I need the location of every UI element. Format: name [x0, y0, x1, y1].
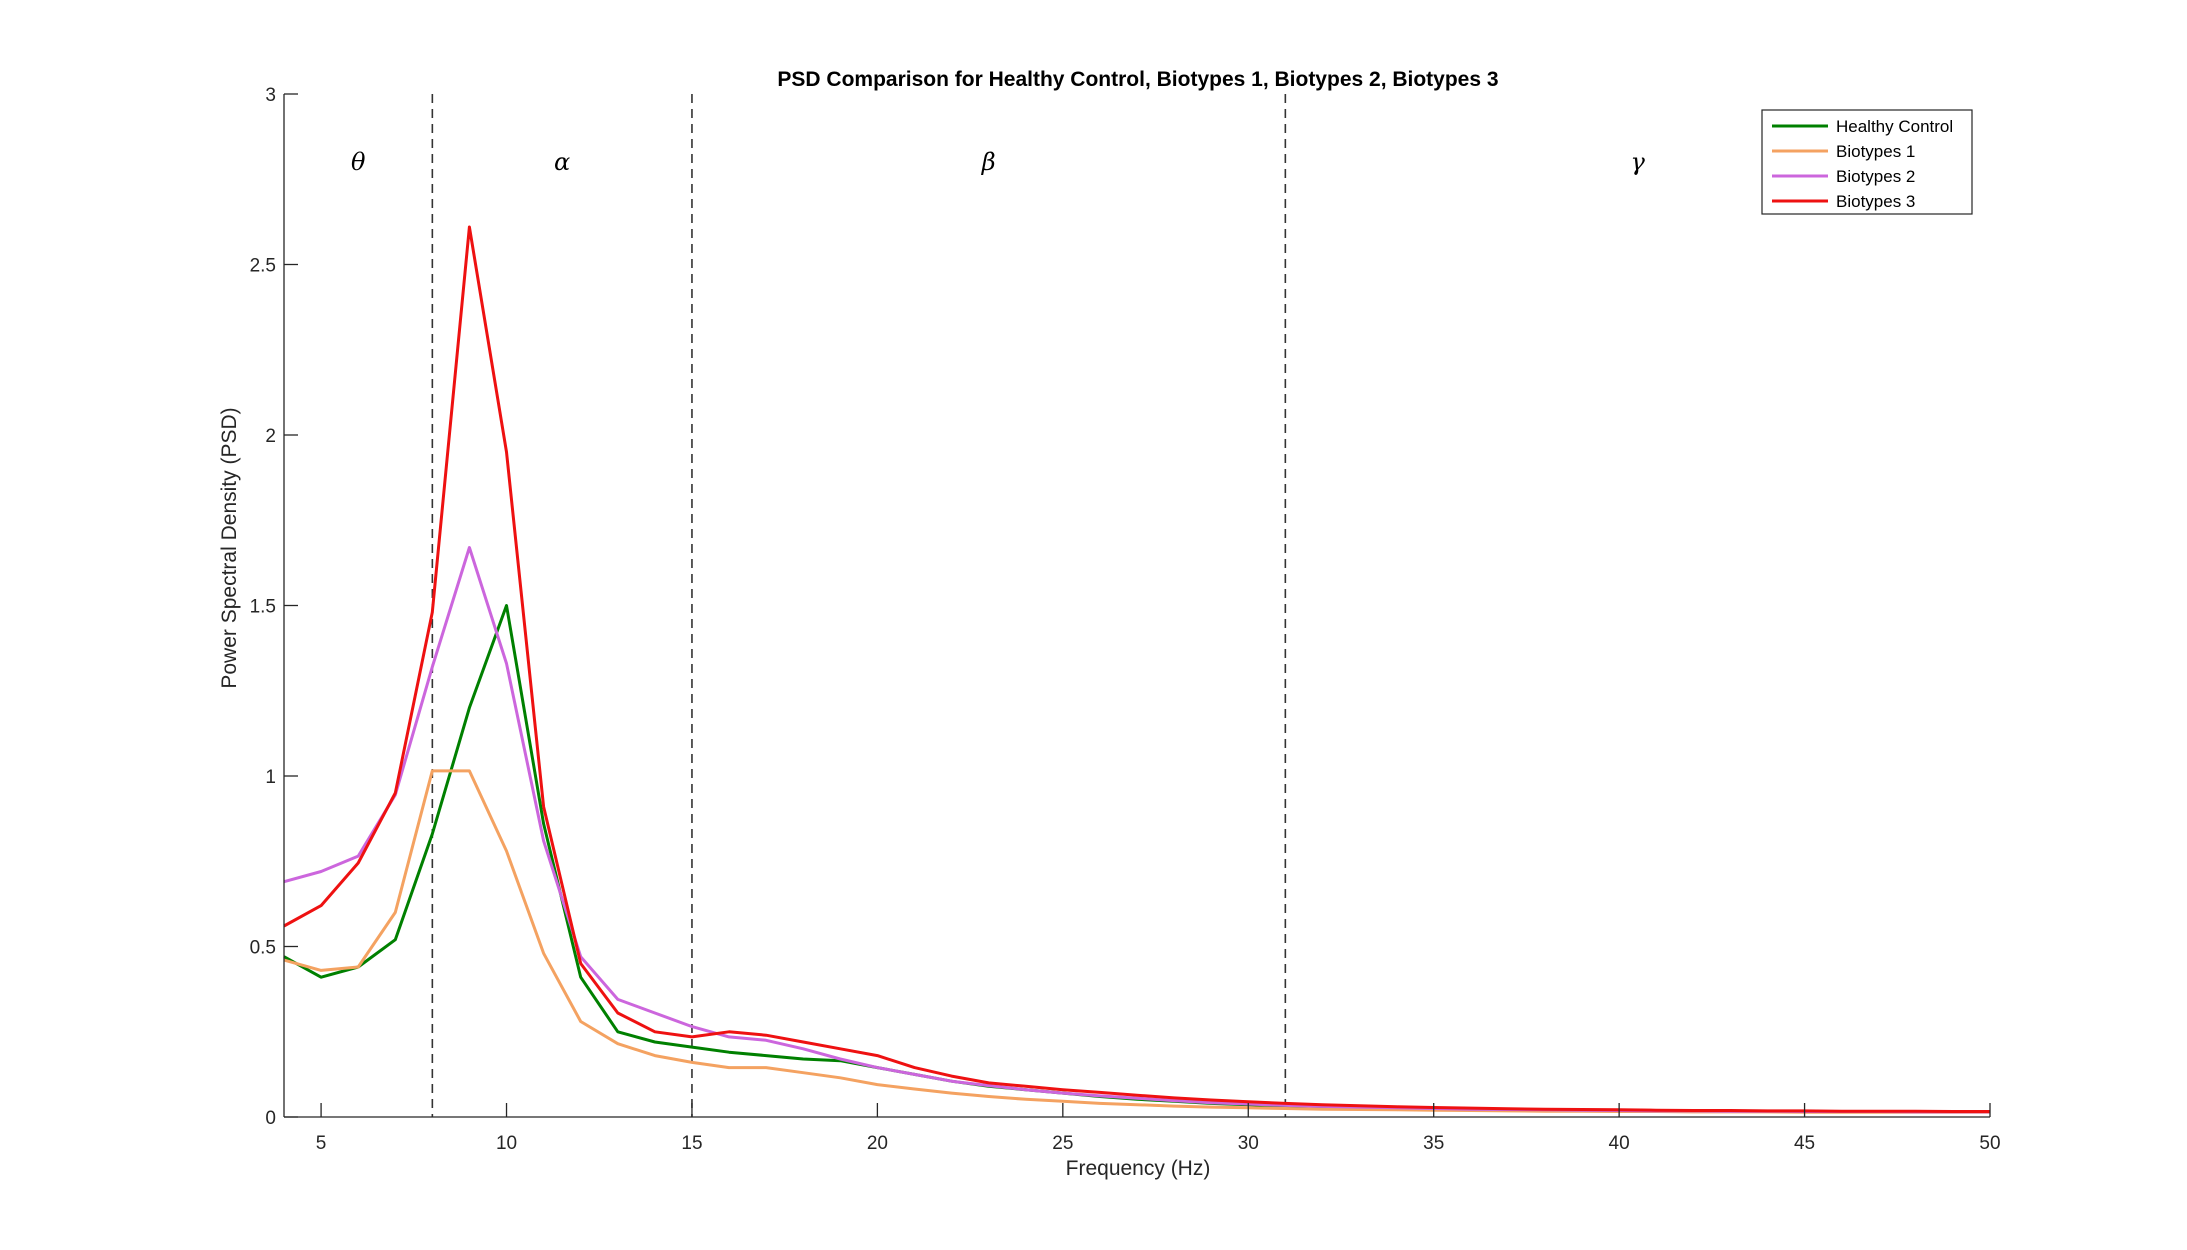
x-tick-label-8: 45 — [1794, 1133, 1815, 1154]
x-tick-label-4: 25 — [1052, 1133, 1073, 1154]
x-tick-label-7: 40 — [1609, 1133, 1630, 1154]
x-tick-label-9: 50 — [1979, 1133, 2000, 1154]
x-tick-label-1: 10 — [496, 1133, 517, 1154]
series-group — [283, 225, 1990, 1114]
chart-title: PSD Comparison for Healthy Control, Biot… — [777, 68, 1498, 91]
y-tick-label-2: 1 — [265, 767, 276, 788]
x-tick-label-6: 35 — [1423, 1133, 1444, 1154]
band-label-1: α — [554, 148, 570, 176]
x-tick-label-3: 20 — [867, 1133, 888, 1154]
series-line-healthy-control — [283, 604, 1990, 1114]
y-axis-label: Power Spectral Density (PSD) — [218, 407, 241, 688]
band-label-2: β — [981, 148, 996, 176]
y-tick-label-5: 2.5 — [250, 256, 276, 277]
band-label-3: γ — [1631, 148, 1646, 176]
series-line-biotypes-2 — [283, 546, 1990, 1114]
y-tick-label-3: 1.5 — [250, 597, 276, 618]
x-tick-label-2: 15 — [681, 1133, 702, 1154]
legend-label-1: Biotypes 1 — [1836, 142, 1915, 161]
legend-box — [1761, 109, 1973, 215]
y-tick-label-0: 0 — [265, 1108, 276, 1129]
x-tick-label-0: 5 — [316, 1133, 327, 1154]
band-label-0: θ — [351, 148, 366, 176]
legend-label-3: Biotypes 3 — [1836, 192, 1915, 211]
legend: Healthy Control Biotypes 1 Biotypes 2 Bioty… — [1761, 109, 1973, 215]
x-axis-label: Frequency (Hz) — [1066, 1157, 1211, 1180]
legend-label-0: Healthy Control — [1836, 117, 1953, 136]
y-tick-label-4: 2 — [265, 426, 276, 447]
x-tick-label-5: 30 — [1238, 1133, 1259, 1154]
y-tick-label-1: 0.5 — [250, 938, 276, 959]
y-tick-label-6: 3 — [265, 85, 276, 106]
axes-group: 5 10 15 20 25 30 35 40 45 50 0 0.5 1 1.5 2 2.5 3 — [250, 85, 2001, 1154]
legend-label-2: Biotypes 2 — [1836, 167, 1915, 186]
series-line-biotypes-3 — [283, 225, 1990, 1113]
